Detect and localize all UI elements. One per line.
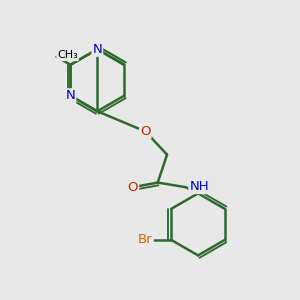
Text: O: O xyxy=(140,125,151,138)
Text: N: N xyxy=(66,89,75,102)
Text: N: N xyxy=(92,43,102,56)
Text: CH₃: CH₃ xyxy=(57,50,78,60)
Text: NH: NH xyxy=(189,180,209,193)
Text: O: O xyxy=(128,181,138,194)
Text: Br: Br xyxy=(138,233,153,246)
